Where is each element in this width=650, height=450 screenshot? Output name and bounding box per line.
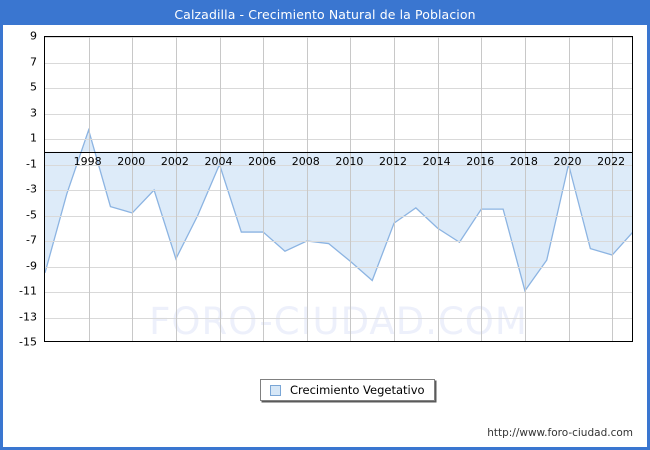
gridline-vertical <box>132 37 134 341</box>
gridline-vertical <box>263 37 265 341</box>
gridline-horizontal <box>45 164 632 166</box>
gridline-horizontal <box>45 37 632 38</box>
y-axis-tick-label: -3 <box>26 182 37 196</box>
window-titlebar: Calzadilla - Crecimiento Natural de la P… <box>3 3 647 25</box>
y-axis-labels: 9 7 5 3 1 -1 -3 -5 -7 -9 -11 -13 -15 <box>3 30 41 349</box>
plot-area: FORO-CIUDAD.COM <box>44 36 633 342</box>
source-url[interactable]: http://www.foro-ciudad.com <box>487 427 633 439</box>
gridline-vertical <box>612 37 614 341</box>
y-axis-tick-label: -1 <box>26 157 37 170</box>
y-axis-tick-label: 5 <box>30 80 37 94</box>
gridline-vertical <box>481 37 483 341</box>
gridline-horizontal <box>45 62 632 64</box>
gridline-vertical <box>219 37 221 341</box>
gridline-horizontal <box>45 113 632 115</box>
gridline-horizontal <box>45 241 632 242</box>
gridline-horizontal <box>45 88 632 89</box>
y-axis-tick-label: 1 <box>30 131 37 145</box>
y-axis-tick-label: 7 <box>30 55 37 68</box>
chart-legend[interactable]: Crecimiento Vegetativo <box>260 379 435 401</box>
gridline-vertical <box>524 37 526 341</box>
gridline-horizontal <box>45 266 632 268</box>
y-axis-tick-label: -7 <box>26 233 37 247</box>
gridline-vertical <box>350 37 352 341</box>
series-area-fill <box>45 130 632 291</box>
y-axis-tick-label: -15 <box>19 335 37 349</box>
gridline-vertical <box>175 37 177 341</box>
gridline-horizontal <box>45 139 632 140</box>
y-axis-tick-label: -11 <box>19 284 37 298</box>
y-axis-tick-label: 9 <box>30 29 37 43</box>
gridline-vertical <box>306 37 308 341</box>
gridline-horizontal <box>45 317 632 319</box>
y-axis-tick-label: 3 <box>30 106 37 119</box>
legend-label: Crecimiento Vegetativo <box>290 383 425 397</box>
gridline-horizontal <box>45 292 632 293</box>
series-line <box>45 127 632 293</box>
y-axis-tick-label: -5 <box>26 208 37 221</box>
gridline-vertical <box>394 37 396 341</box>
gridline-horizontal <box>45 215 632 217</box>
legend-swatch-icon <box>270 384 281 396</box>
gridline-vertical <box>437 37 439 341</box>
series-crecimiento-vegetativo <box>45 127 632 293</box>
y-axis-tick-label: -9 <box>26 259 37 272</box>
gridline-horizontal <box>45 190 632 191</box>
gridline-vertical <box>88 37 90 341</box>
gridline-vertical <box>568 37 570 341</box>
page-title: Calzadilla - Crecimiento Natural de la P… <box>174 6 476 22</box>
zero-baseline <box>45 151 632 154</box>
y-axis-tick-label: -13 <box>19 310 37 323</box>
